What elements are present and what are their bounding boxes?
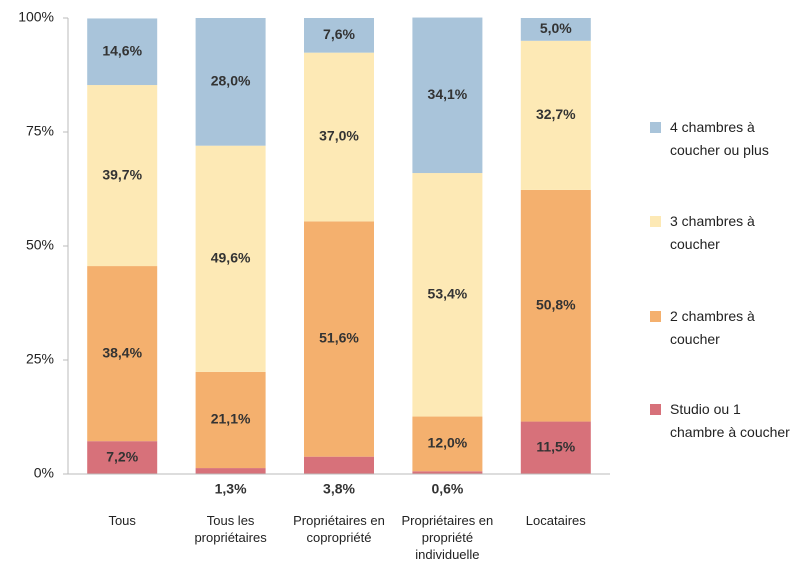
x-tick-label: Propriétaires en propriété individuelle bbox=[401, 513, 494, 562]
bar-segment bbox=[520, 189, 591, 422]
bar-segment bbox=[412, 471, 483, 474]
bar-segment bbox=[520, 18, 591, 41]
value-label: 50,8% bbox=[536, 296, 576, 312]
legend-item: 2 chambres à coucher bbox=[650, 305, 790, 351]
bar-segment bbox=[195, 18, 266, 146]
legend-item: 4 chambres à coucher ou plus bbox=[650, 116, 790, 162]
bar-segment bbox=[87, 266, 158, 442]
value-label: 0,6% bbox=[431, 481, 463, 497]
value-label: 32,7% bbox=[536, 106, 576, 122]
legend-label: 3 chambres à coucher bbox=[670, 213, 755, 252]
value-label: 21,1% bbox=[211, 411, 251, 427]
value-label: 11,5% bbox=[536, 438, 575, 454]
legend-label: 4 chambres à coucher ou plus bbox=[670, 119, 769, 158]
legend-label: 2 chambres à coucher bbox=[670, 308, 755, 347]
y-tick-label: 75% bbox=[26, 123, 54, 139]
value-label: 5,0% bbox=[540, 20, 572, 36]
bar-segment bbox=[195, 468, 266, 474]
legend-item: Studio ou 1 chambre à coucher bbox=[650, 398, 790, 444]
legend-swatch bbox=[650, 122, 661, 133]
legend-item: 3 chambres à coucher bbox=[650, 210, 790, 256]
y-tick-label: 25% bbox=[26, 351, 54, 367]
x-tick-label: Tous bbox=[108, 513, 136, 528]
value-label: 39,7% bbox=[102, 166, 142, 182]
value-label: 7,2% bbox=[106, 448, 138, 464]
bar-segment bbox=[412, 416, 483, 472]
bar-segment bbox=[304, 456, 374, 474]
bar-segment bbox=[195, 371, 266, 469]
value-label: 38,4% bbox=[102, 344, 142, 360]
bar-segment bbox=[87, 441, 158, 474]
value-label: 49,6% bbox=[211, 249, 251, 265]
legend-label: Studio ou 1 chambre à coucher bbox=[670, 401, 790, 440]
legend-swatch bbox=[650, 216, 661, 227]
y-tick-label: 100% bbox=[18, 9, 54, 25]
x-tick-label: Locataires bbox=[525, 513, 586, 528]
x-tick-label: Propriétaires en copropriété bbox=[293, 513, 385, 545]
bar-segment bbox=[87, 85, 158, 267]
bar-segment bbox=[412, 173, 483, 417]
value-label: 28,0% bbox=[211, 73, 251, 89]
value-label: 7,6% bbox=[323, 26, 355, 42]
bar-segment bbox=[195, 145, 266, 372]
bar-segment bbox=[87, 18, 158, 86]
bar-segment bbox=[304, 52, 374, 222]
bar-segment bbox=[520, 421, 591, 474]
legend-swatch bbox=[650, 311, 661, 322]
value-label: 12,0% bbox=[428, 435, 468, 451]
value-label: 1,3% bbox=[215, 481, 247, 497]
bar-segment bbox=[412, 17, 483, 174]
value-label: 53,4% bbox=[428, 285, 468, 301]
value-label: 51,6% bbox=[319, 330, 359, 346]
x-tick-label: Tous les propriétaires bbox=[194, 513, 267, 545]
value-label: 14,6% bbox=[102, 42, 142, 58]
value-label: 34,1% bbox=[428, 86, 468, 102]
legend-swatch bbox=[650, 404, 661, 415]
value-label: 3,8% bbox=[323, 481, 355, 497]
bar-segment bbox=[304, 18, 374, 53]
y-tick-label: 0% bbox=[34, 465, 54, 481]
bar-segment bbox=[304, 221, 374, 457]
y-tick-label: 50% bbox=[26, 237, 54, 253]
value-label: 37,0% bbox=[319, 128, 359, 144]
bar-segment bbox=[520, 40, 591, 190]
